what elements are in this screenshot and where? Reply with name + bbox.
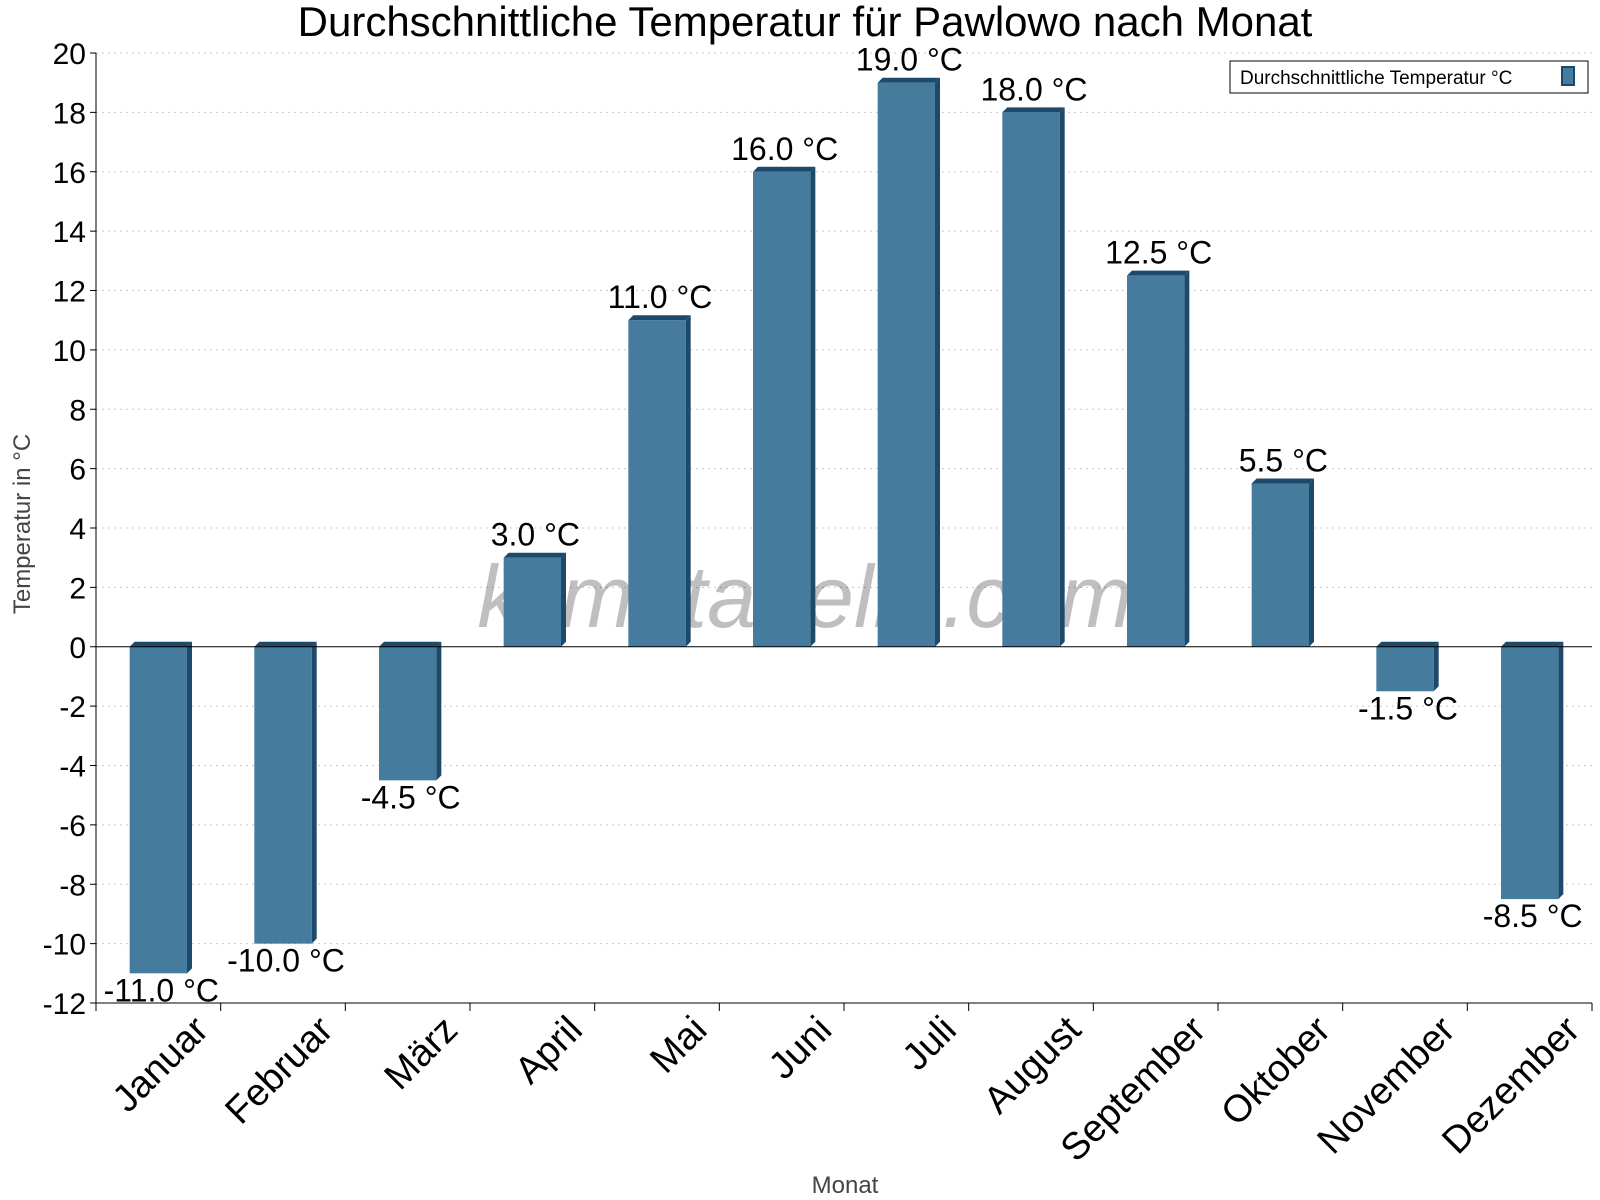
y-tick-label: 14: [53, 216, 86, 249]
bar-side: [935, 77, 941, 647]
y-tick-label: 18: [53, 97, 86, 130]
data-label: 19.0 °C: [856, 42, 963, 78]
data-label: -10.0 °C: [227, 943, 345, 979]
bar-face: [1376, 646, 1434, 692]
y-tick-label: 6: [69, 454, 86, 487]
y-tick-label: -8: [59, 869, 86, 902]
bar-face: [1126, 275, 1185, 647]
bar: [1500, 641, 1564, 900]
bar: [628, 315, 691, 647]
bar-face: [877, 82, 936, 647]
y-tick-label: 8: [69, 394, 86, 427]
bar: [503, 552, 567, 647]
bar: [1376, 641, 1439, 692]
bar-side: [311, 641, 317, 944]
bar-side: [1433, 641, 1439, 692]
bar-top: [1251, 478, 1315, 484]
bar: [1002, 107, 1065, 647]
bar-side: [187, 641, 193, 974]
legend: Durchschnittliche Temperatur °C: [1229, 60, 1589, 94]
bar-face: [1251, 483, 1310, 647]
y-tick-label: 12: [53, 276, 86, 309]
bar-top: [1126, 270, 1190, 276]
x-tick-label: Dezember: [1434, 1008, 1588, 1162]
data-label: 5.5 °C: [1239, 442, 1328, 478]
data-label: -4.5 °C: [361, 779, 461, 815]
y-tick-label: -10: [43, 929, 86, 962]
bar-face: [378, 646, 437, 781]
x-tick-label: Juli: [895, 1009, 965, 1079]
x-axis-title: Monat: [812, 1172, 879, 1199]
bar-face: [254, 646, 312, 944]
bar: [378, 641, 442, 781]
bar-side: [1558, 641, 1564, 900]
bar-side: [1309, 478, 1315, 647]
bar-side: [436, 641, 442, 781]
data-labels: -11.0 °C-10.0 °C -4.5 °C 3.0 °C 11.0 °C 16.0…: [104, 42, 1583, 1009]
y-tick-label: 10: [53, 335, 86, 368]
data-label: 16.0 °C: [731, 131, 838, 167]
bar-top: [129, 641, 193, 647]
bar-top: [752, 166, 816, 172]
bar-top: [503, 552, 567, 558]
x-tick-label: Mai: [642, 1009, 715, 1082]
bar-top: [254, 641, 317, 647]
bar: [752, 166, 816, 647]
data-label: -11.0 °C: [104, 972, 219, 1008]
gridlines: [96, 52, 1592, 1004]
bar-face: [1500, 646, 1559, 900]
bar-side: [1059, 107, 1065, 647]
bar-side: [561, 552, 567, 647]
bar-side: [1184, 270, 1190, 647]
y-tick-label: -12: [43, 988, 86, 1021]
data-label: 11.0 °C: [608, 279, 713, 315]
data-label: 18.0 °C: [980, 71, 1087, 107]
x-tick-label: Juni: [761, 1009, 840, 1088]
data-label: 3.0 °C: [491, 517, 580, 553]
chart-title: Durchschnittliche Temperatur für Pawlowo…: [298, 0, 1313, 45]
y-tick-label: 4: [69, 513, 86, 546]
bar-face: [1002, 112, 1060, 647]
data-label: -1.5 °C: [1358, 690, 1458, 726]
legend-box: [1229, 60, 1589, 94]
y-tick-label: -2: [59, 691, 86, 724]
bar: [1126, 270, 1190, 647]
data-label: -8.5 °C: [1483, 898, 1583, 934]
bar-top: [628, 315, 691, 321]
bar: [1251, 478, 1315, 647]
bar-top: [378, 641, 442, 647]
x-tick-label: Oktober: [1213, 1008, 1339, 1134]
bar: [129, 641, 193, 974]
bar-top: [1376, 641, 1439, 647]
x-tick-label: März: [377, 1009, 466, 1098]
bar-face: [129, 646, 188, 974]
bar-side: [685, 315, 691, 647]
legend-label: Durchschnittliche Temperatur °C: [1240, 68, 1512, 89]
bar: [877, 77, 941, 647]
data-label: 12.5 °C: [1105, 235, 1212, 271]
y-tick-label: 20: [53, 38, 86, 71]
y-axis-title: Temperatur in °C: [9, 434, 36, 614]
bar-top: [1002, 107, 1065, 113]
y-tick-label: 16: [53, 157, 86, 190]
bar-face: [503, 557, 562, 647]
x-tick-label: Februar: [218, 1008, 342, 1132]
bar-face: [752, 171, 811, 647]
legend-swatch: [1561, 66, 1575, 86]
bar-top: [1500, 641, 1564, 647]
bar-face: [628, 320, 686, 647]
bar-side: [810, 166, 816, 647]
y-tick-label: 0: [69, 632, 86, 665]
bars: [129, 77, 1564, 974]
y-tick-label: 2: [69, 572, 86, 605]
bar-top: [877, 77, 941, 83]
x-tick-label: April: [507, 1009, 590, 1092]
y-tick-label: -4: [59, 751, 86, 784]
x-tick-label: August: [976, 1008, 1090, 1122]
x-tick-label: Januar: [105, 1008, 217, 1120]
bar: [254, 641, 317, 944]
y-tick-label: -6: [59, 810, 86, 843]
